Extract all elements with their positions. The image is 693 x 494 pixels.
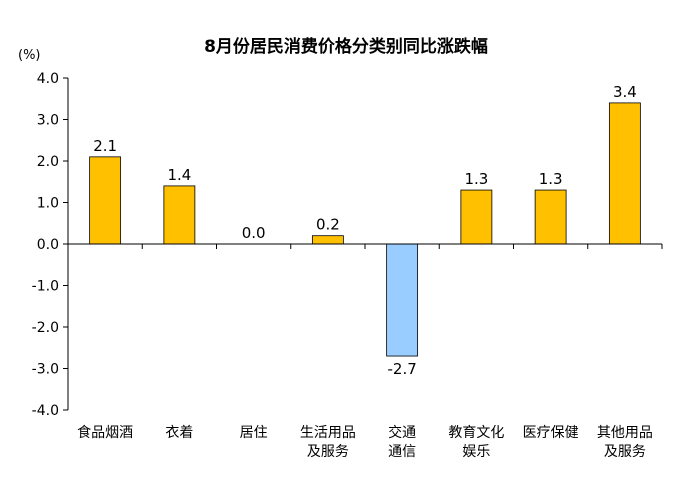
bar-value-label: 1.3 (539, 170, 563, 188)
y-tick-label: 4.0 (37, 71, 59, 87)
bar-value-label: 0.2 (316, 216, 340, 234)
x-tick-label: 交通通信 (388, 424, 416, 460)
bar (163, 185, 196, 245)
x-tick-label: 生活用品及服务 (300, 425, 356, 460)
bar-value-label: 0.0 (242, 224, 266, 242)
y-tick-label: -4.0 (32, 403, 59, 419)
bar-value-label: 3.4 (613, 83, 637, 101)
x-tick-label: 食品烟酒 (77, 424, 133, 441)
bar-value-label: -2.7 (387, 360, 416, 378)
bar (311, 235, 344, 245)
x-tick-label: 医疗保健 (523, 425, 579, 441)
bar-value-label: 2.1 (93, 137, 117, 155)
bar-value-label: 1.4 (167, 166, 191, 184)
bar (608, 102, 641, 245)
y-tick-label: -3.0 (32, 362, 59, 378)
bar (534, 189, 567, 245)
bars: 2.1 1.4 0.0 0.2 -2.7 1.3 1.3 3.4 (89, 83, 641, 378)
bar (89, 156, 122, 245)
x-tick-label: 其他用品及服务 (597, 425, 653, 460)
y-tick-label: -1.0 (32, 279, 59, 295)
y-tick-label: 0.0 (37, 237, 59, 253)
x-tick-label: 居住 (240, 425, 268, 441)
bar (460, 189, 493, 245)
y-tick-label: 1.0 (37, 196, 59, 212)
bar (386, 243, 419, 357)
x-tick-label: 衣着 (165, 425, 193, 441)
y-unit-label: (%) (18, 48, 41, 63)
y-axis: 4.0 3.0 2.0 1.0 0.0 -1.0 -2.0 -3.0 -4.0 (32, 71, 69, 419)
y-tick-label: 2.0 (37, 154, 59, 170)
x-axis: 食品烟酒 衣着 居住 生活用品及服务 交通通信 教育文化娱乐 医疗保健 其他用品及服务 (67, 243, 663, 460)
y-tick-label: 3.0 (37, 113, 59, 129)
bar-value-label: 1.3 (464, 170, 488, 188)
x-tick-label: 教育文化娱乐 (448, 425, 504, 460)
y-tick-label: -2.0 (32, 320, 59, 336)
chart-title: 8月份居民消费价格分类别同比涨跌幅 (204, 36, 488, 57)
